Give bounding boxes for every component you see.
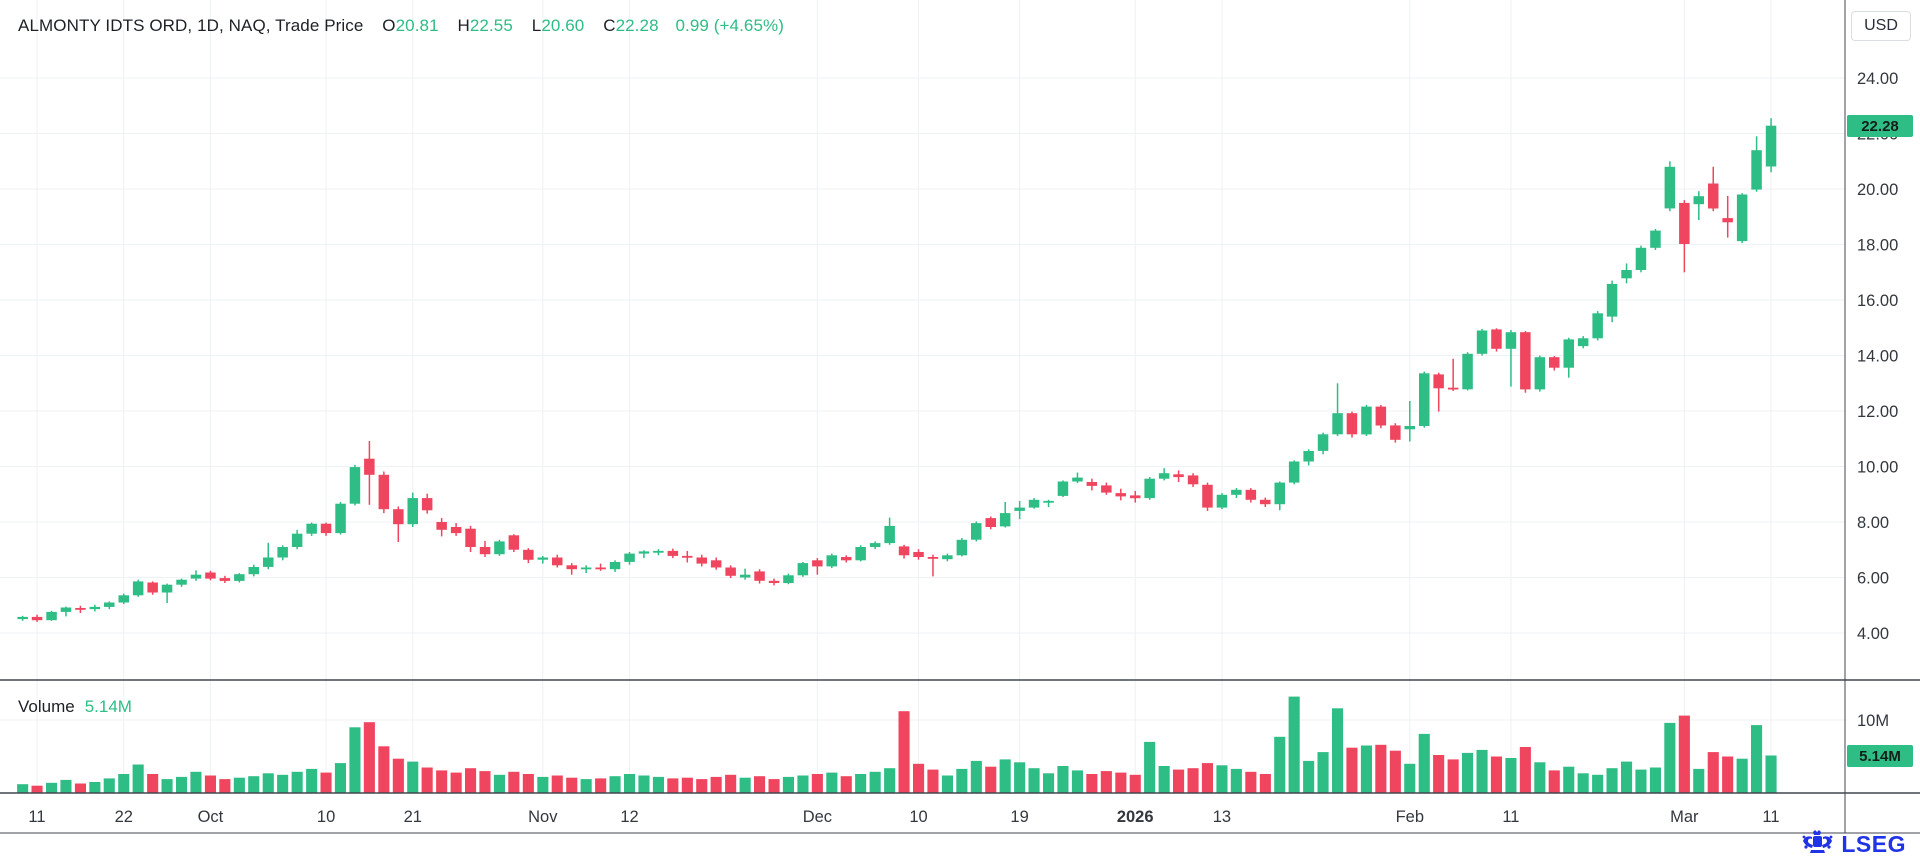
volume-legend[interactable]: Volume 5.14M xyxy=(18,697,132,717)
close-label: C xyxy=(603,16,616,35)
lseg-logo[interactable]: LSEG xyxy=(1800,829,1906,860)
svg-text:Nov: Nov xyxy=(528,808,558,826)
svg-text:16.00: 16.00 xyxy=(1857,292,1898,310)
svg-text:8.00: 8.00 xyxy=(1857,514,1889,532)
volume-value: 5.14M xyxy=(84,697,132,716)
svg-text:21: 21 xyxy=(404,808,422,826)
svg-text:13: 13 xyxy=(1213,808,1231,826)
time-axis[interactable] xyxy=(0,794,1845,833)
svg-text:10M: 10M xyxy=(1857,712,1889,730)
svg-text:10: 10 xyxy=(909,808,927,826)
svg-text:22: 22 xyxy=(115,808,133,826)
svg-text:Mar: Mar xyxy=(1670,808,1699,826)
svg-text:11: 11 xyxy=(28,808,45,826)
svg-text:12: 12 xyxy=(620,808,638,826)
svg-text:Dec: Dec xyxy=(803,808,832,826)
svg-text:14.00: 14.00 xyxy=(1857,348,1898,366)
svg-text:18.00: 18.00 xyxy=(1857,237,1898,255)
svg-text:Feb: Feb xyxy=(1396,808,1424,826)
svg-text:24.00: 24.00 xyxy=(1857,70,1898,88)
last-volume-badge: 5.14M xyxy=(1847,745,1913,767)
currency-box[interactable]: USD xyxy=(1851,11,1911,41)
svg-text:6.00: 6.00 xyxy=(1857,570,1889,588)
low-label: L xyxy=(531,16,542,35)
svg-text:10.00: 10.00 xyxy=(1857,459,1898,477)
close-value: 22.28 xyxy=(615,16,659,35)
change-value: 0.99 (+4.65%) xyxy=(675,16,785,35)
open-value: 20.81 xyxy=(395,16,439,35)
lseg-logo-text: LSEG xyxy=(1841,831,1906,857)
volume-label: Volume xyxy=(18,697,75,716)
svg-text:Oct: Oct xyxy=(198,808,224,826)
svg-text:20.00: 20.00 xyxy=(1857,181,1898,199)
svg-text:12.00: 12.00 xyxy=(1857,403,1898,421)
high-value: 22.55 xyxy=(469,16,513,35)
svg-text:11: 11 xyxy=(1502,808,1519,826)
svg-text:11: 11 xyxy=(1762,808,1779,826)
symbol-legend[interactable]: ALMONTY IDTS ORD, 1D, NAQ, Trade Price O… xyxy=(18,16,784,36)
svg-text:4.00: 4.00 xyxy=(1857,625,1889,643)
symbol-title: ALMONTY IDTS ORD, 1D, NAQ, Trade Price xyxy=(18,16,364,35)
high-label: H xyxy=(457,16,470,35)
low-value: 20.60 xyxy=(541,16,585,35)
lseg-crest-icon xyxy=(1800,829,1834,860)
last-price-badge: 22.28 xyxy=(1847,115,1913,137)
svg-text:10: 10 xyxy=(317,808,335,826)
svg-text:2026: 2026 xyxy=(1117,808,1154,826)
svg-text:19: 19 xyxy=(1010,808,1028,826)
open-label: O xyxy=(382,16,396,35)
price-axis[interactable] xyxy=(1846,0,1920,833)
